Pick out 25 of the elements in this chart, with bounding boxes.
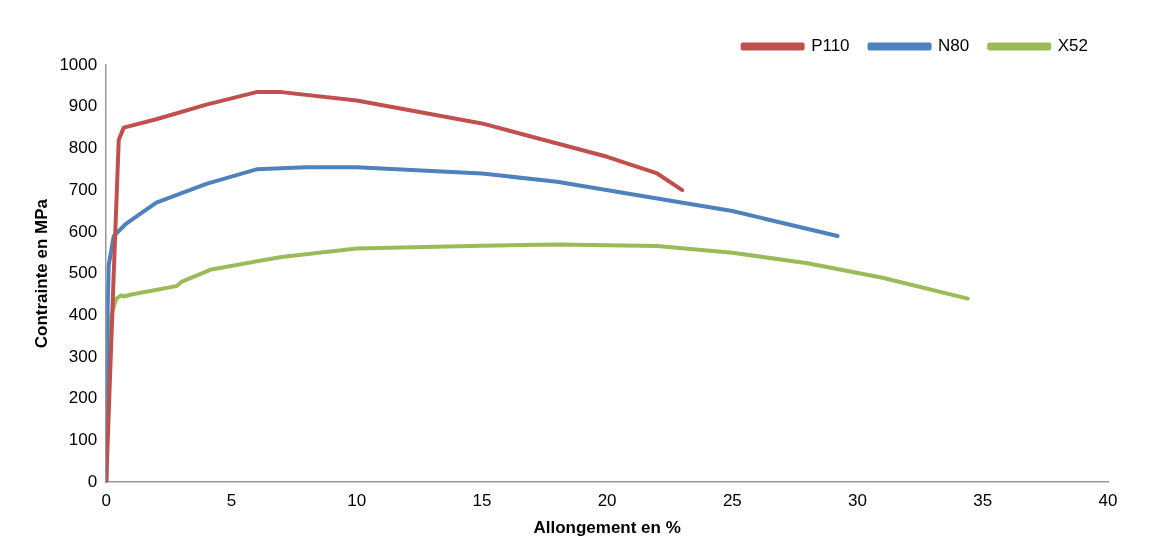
x-tick-label: 15 [472,491,492,511]
legend-label: N80 [938,36,970,56]
x-tick-label: 0 [101,491,111,511]
x-tick-label: 5 [226,491,237,511]
x-tick-label: 25 [722,491,742,511]
y-tick-label: 300 [68,346,98,366]
y-tick-label: 700 [68,179,98,199]
y-tick-label: 100 [68,430,98,450]
x-tick-label: 30 [848,491,868,511]
y-tick-label: 500 [68,263,98,283]
x-tick-label: 40 [1098,491,1118,511]
legend-label: X52 [1057,36,1088,56]
y-axis-title: Contrainte en MPa [31,198,51,349]
y-tick-label: 600 [68,221,98,241]
x-tick-label: 20 [597,491,617,511]
x-axis-title: Allongement en % [533,518,681,538]
x-tick-label: 35 [973,491,993,511]
x-tick-label: 10 [347,491,367,511]
y-tick-label: 900 [68,96,98,116]
y-tick-label: 0 [87,471,98,491]
y-tick-label: 800 [68,138,98,158]
y-tick-label: 200 [68,388,98,408]
y-tick-label: 400 [68,305,98,325]
legend-label: P110 [811,36,850,56]
y-tick-label: 1000 [59,54,98,74]
